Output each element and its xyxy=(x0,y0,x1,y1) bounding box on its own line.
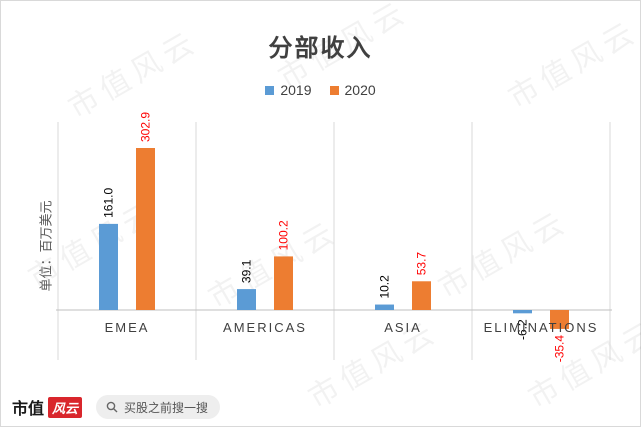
data-label-2020-emea: 302.9 xyxy=(139,112,153,142)
data-label-2019-americas: 39.1 xyxy=(240,259,254,283)
bar-2020-asia xyxy=(412,281,431,310)
bar-2020-americas xyxy=(274,256,293,310)
data-label-2019-emea: 161.0 xyxy=(102,188,116,218)
legend-label-2020: 2020 xyxy=(344,82,376,98)
search-icon xyxy=(106,401,118,413)
data-label-2020-eliminations: -35.4 xyxy=(553,335,567,363)
brand-text: 市值 xyxy=(12,399,45,418)
legend-swatch-2019 xyxy=(265,85,275,95)
x-tick-label-eliminations: ELIMINATIONS xyxy=(484,320,599,335)
footer-bar: 市值 风云 买股之前搜一搜 xyxy=(0,388,641,426)
data-label-2020-asia: 53.7 xyxy=(415,252,429,276)
data-label-2019-eliminations: -6.2 xyxy=(516,319,530,340)
x-tick-label-asia: ASIA xyxy=(384,320,422,335)
data-label-2020-americas: 100.2 xyxy=(277,220,291,250)
legend-label-2019: 2019 xyxy=(280,82,312,98)
x-tick-label-americas: AMERICAS xyxy=(223,320,307,335)
legend-item-2020: 2020 xyxy=(329,82,376,98)
x-tick-label-emea: EMEA xyxy=(105,320,150,335)
bar-2020-emea xyxy=(136,148,155,310)
legend-item-2019: 2019 xyxy=(265,82,312,98)
bar-2019-asia xyxy=(375,304,394,310)
chart-legend: 2019 2020 xyxy=(0,82,641,98)
legend-swatch-2020 xyxy=(329,85,339,95)
bar-2019-americas xyxy=(237,289,256,310)
brand-logo: 市值 风云 xyxy=(12,395,83,419)
search-text: 买股之前搜一搜 xyxy=(124,400,209,415)
bar-2019-eliminations xyxy=(513,310,532,314)
brand-badge: 风云 xyxy=(48,396,83,418)
data-label-2019-asia: 10.2 xyxy=(378,275,392,299)
bar-2019-emea xyxy=(99,223,118,310)
search-pill[interactable]: 买股之前搜一搜 xyxy=(96,395,221,419)
chart-title: 分部收入 xyxy=(268,34,373,62)
bar-2020-eliminations xyxy=(550,310,569,329)
